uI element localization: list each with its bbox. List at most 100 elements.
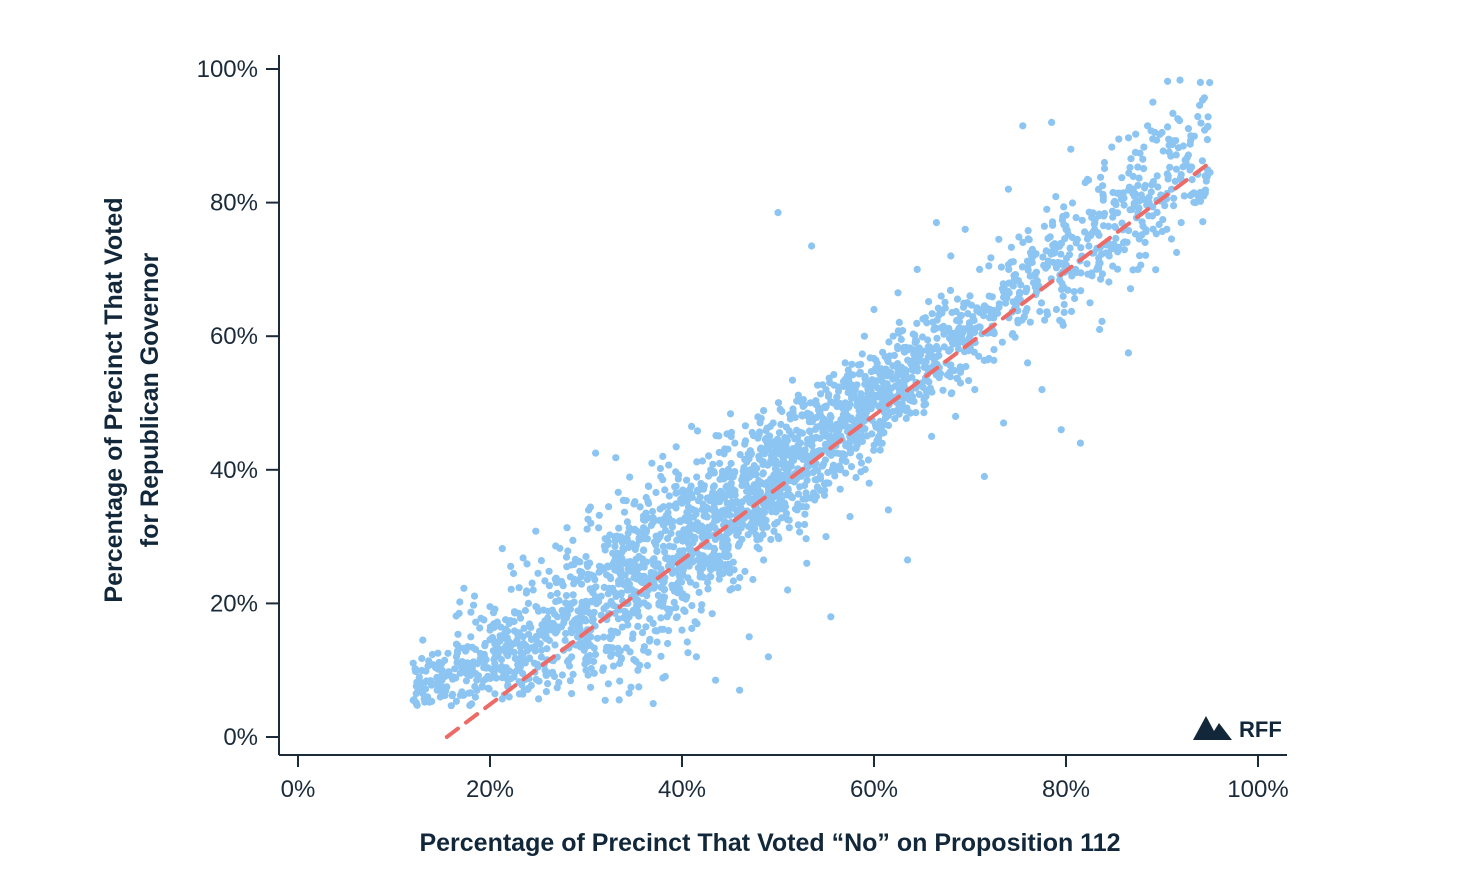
data-point — [780, 472, 789, 480]
data-point — [624, 529, 632, 537]
data-point — [458, 688, 466, 696]
y-axis-ticks: 0% 20% 40% 60% 80% 100% — [197, 56, 279, 751]
data-point — [941, 298, 949, 306]
data-point — [751, 506, 759, 515]
data-point — [592, 593, 600, 601]
data-point — [1003, 287, 1011, 295]
data-point — [821, 421, 829, 429]
data-point — [1076, 439, 1084, 447]
data-point — [1142, 251, 1150, 259]
data-point — [631, 498, 639, 506]
data-point — [990, 356, 998, 364]
data-point — [785, 524, 793, 532]
data-point — [736, 539, 744, 547]
data-point — [491, 659, 499, 668]
data-point — [1056, 276, 1064, 284]
data-point — [1097, 275, 1105, 283]
data-point — [1081, 228, 1089, 236]
data-point — [980, 356, 988, 364]
data-point — [659, 542, 668, 551]
data-point — [523, 647, 532, 655]
data-point — [857, 410, 865, 418]
data-point — [677, 578, 686, 586]
data-point — [1126, 163, 1134, 172]
data-point — [1206, 79, 1214, 87]
data-point — [899, 406, 907, 414]
data-point — [527, 623, 535, 632]
data-point — [1135, 197, 1143, 205]
data-point — [539, 626, 547, 634]
data-point — [543, 645, 551, 653]
data-point — [646, 637, 654, 645]
data-point — [548, 606, 557, 614]
data-point — [839, 450, 847, 458]
data-point — [515, 584, 523, 592]
data-point — [611, 542, 619, 551]
data-point — [803, 476, 811, 484]
data-point — [664, 534, 672, 543]
data-point — [1120, 239, 1128, 247]
data-point — [966, 292, 974, 300]
data-point — [678, 499, 686, 507]
data-point — [592, 449, 600, 457]
x-axis-title: Percentage of Precinct That Voted “No” o… — [419, 829, 1120, 857]
data-point — [544, 680, 552, 688]
data-point — [796, 439, 805, 447]
data-point — [490, 665, 498, 673]
data-point — [1057, 250, 1065, 258]
data-point — [616, 677, 624, 685]
data-point — [961, 347, 969, 356]
data-point — [1165, 148, 1173, 156]
data-point — [1038, 386, 1046, 394]
data-point — [1019, 238, 1027, 247]
data-point — [1136, 149, 1144, 157]
data-point — [1072, 265, 1080, 273]
data-point — [950, 366, 958, 375]
data-point — [848, 360, 856, 368]
data-point — [1182, 158, 1190, 167]
data-point — [802, 489, 810, 497]
data-point — [945, 324, 953, 333]
data-point — [612, 454, 620, 462]
data-point — [1015, 288, 1024, 296]
x-axis-ticks: 0% 20% 40% 60% 80% 100% — [281, 755, 1289, 803]
data-point — [607, 575, 615, 583]
data-point — [868, 392, 877, 401]
data-point — [709, 460, 717, 468]
data-point — [659, 599, 667, 608]
data-point — [819, 428, 827, 436]
data-point — [460, 584, 468, 592]
data-point — [411, 665, 419, 673]
data-point — [468, 700, 476, 708]
data-point — [688, 602, 696, 610]
data-point — [799, 495, 807, 503]
data-point — [1058, 260, 1066, 269]
data-point — [563, 524, 571, 532]
data-point — [780, 499, 788, 507]
data-point — [1059, 292, 1067, 300]
data-point — [616, 647, 624, 655]
data-point — [1152, 230, 1160, 238]
data-point — [727, 459, 735, 468]
data-point — [600, 633, 608, 641]
data-point — [834, 383, 843, 391]
data-point — [587, 683, 595, 691]
y-axis-title-line-2: for Republican Governor — [136, 252, 164, 547]
data-point — [908, 373, 916, 381]
data-point — [822, 404, 830, 412]
data-point — [462, 646, 470, 654]
data-point — [1169, 137, 1177, 145]
data-point — [870, 305, 878, 314]
data-point — [652, 488, 660, 497]
data-point — [531, 642, 539, 651]
data-point — [632, 657, 640, 666]
data-point — [593, 634, 602, 642]
data-point — [1031, 272, 1039, 280]
data-point — [683, 638, 691, 646]
data-point — [611, 628, 619, 636]
data-point — [1124, 349, 1132, 357]
data-point — [550, 672, 559, 681]
data-point — [1024, 266, 1032, 274]
data-point — [835, 425, 843, 433]
data-point — [582, 617, 590, 625]
